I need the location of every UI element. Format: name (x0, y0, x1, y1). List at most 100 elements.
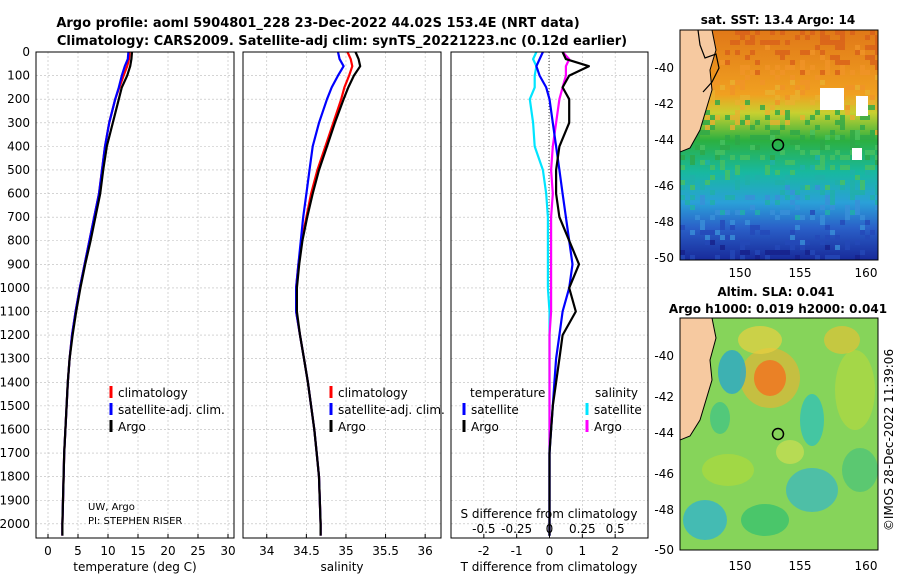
sst-pixel (740, 105, 745, 110)
sst-pixel (815, 110, 820, 115)
legend-sal-satellite-label: satellite (594, 403, 642, 417)
sst-pixel (800, 60, 805, 65)
difference-legend: temperature satellite Argo salinity sate… (462, 386, 642, 434)
sst-pixel (870, 55, 875, 60)
sst-pixel (690, 180, 695, 185)
sst-map-xticks: 150 155 160 (729, 266, 878, 280)
sst-ytick: -40 (654, 61, 674, 75)
sst-pixel (860, 125, 865, 130)
sst-pixel (790, 95, 795, 100)
depth-tick-label: 300 (7, 116, 30, 130)
depth-tick-label: 1700 (0, 446, 30, 460)
sst-pixel (730, 175, 735, 180)
sst-pixel (820, 160, 825, 165)
sst-pixel (755, 120, 760, 125)
sst-pixel (795, 35, 800, 40)
sst-pixel (855, 135, 860, 140)
sst-pixel (820, 220, 825, 225)
sst-pixel (680, 185, 685, 190)
sst-pixel (815, 165, 820, 170)
sst-pixel (790, 245, 795, 250)
sst-pixel (830, 55, 835, 60)
sst-pixel (875, 175, 878, 180)
sst-pixel (740, 155, 745, 160)
temperature-x-ticks: 0 5 10 15 20 25 30 (44, 534, 236, 558)
sst-pixel (865, 90, 870, 95)
sst-pixel (810, 50, 815, 55)
top-tick-label: 0.5 (606, 522, 625, 536)
depth-tick-label: 200 (7, 92, 30, 106)
sst-pixel (820, 35, 825, 40)
sst-pixel (680, 155, 685, 160)
sst-pixel (770, 120, 775, 125)
sst-pixel (760, 105, 765, 110)
x-tick-label: 20 (160, 544, 175, 558)
sst-pixel (755, 145, 760, 150)
sst-pixel (720, 175, 725, 180)
sst-pixel (875, 105, 878, 110)
sst-pixel (805, 85, 810, 90)
sst-pixel (770, 160, 775, 165)
sst-pixel (835, 60, 840, 65)
sst-pixel (860, 250, 865, 255)
sst-pixel (790, 235, 795, 240)
sst-pixel (755, 225, 760, 230)
difference-series (528, 51, 591, 536)
x-tick-label: 15 (130, 544, 145, 558)
sst-pixel (700, 150, 705, 155)
sst-pixel (745, 220, 750, 225)
sst-pixel (820, 155, 825, 160)
sst-pixel (860, 230, 865, 235)
sst-pixel (695, 145, 700, 150)
sst-pixel (795, 205, 800, 210)
sst-xtick: 160 (855, 266, 878, 280)
sst-pixel (720, 140, 725, 145)
sst-pixel (805, 120, 810, 125)
salinity-grid (243, 51, 441, 538)
sst-pixel (735, 170, 740, 175)
sst-pixel (780, 70, 785, 75)
legend-argo-label: Argo (118, 420, 146, 434)
depth-tick-label: 100 (7, 69, 30, 83)
sst-pixel (810, 250, 815, 255)
sst-pixel (870, 135, 875, 140)
sla-ytick: -50 (654, 543, 674, 557)
sst-pixel (745, 75, 750, 80)
depth-tick-label: 1300 (0, 352, 30, 366)
sst-pixel (840, 220, 845, 225)
sst-pixel (820, 145, 825, 150)
sst-pixel (855, 240, 860, 245)
sst-pixel (750, 145, 755, 150)
x-tick-label: 1 (579, 544, 587, 558)
temperature-series (61, 51, 134, 536)
sst-pixel (835, 55, 840, 60)
sst-pixel (680, 195, 685, 200)
sst-pixel (810, 100, 815, 105)
sst-pixel (850, 85, 855, 90)
sst-pixel (730, 225, 735, 230)
sla-map: Altim. SLA: 0.041 Argo h1000: 0.019 h200… (654, 285, 887, 573)
sst-pixel (825, 200, 830, 205)
sst-pixel (760, 135, 765, 140)
sst-pixel (740, 95, 745, 100)
sst-pixel (825, 255, 830, 260)
series-line-climatology (61, 51, 131, 536)
sst-pixel (745, 65, 750, 70)
sst-pixel (855, 205, 860, 210)
sla-xtick: 160 (855, 559, 878, 573)
sst-pixel (810, 215, 815, 220)
sst-pixel (780, 30, 785, 35)
sla-map-title1: Altim. SLA: 0.041 (717, 285, 834, 299)
x-tick-label: 35 (338, 544, 353, 558)
sst-ytick: -42 (654, 97, 674, 111)
sst-pixel (725, 195, 730, 200)
sst-pixel (785, 160, 790, 165)
sst-pixel (825, 235, 830, 240)
sst-pixel (740, 70, 745, 75)
legend-temperature-title: temperature (470, 386, 545, 400)
sst-pixel (840, 45, 845, 50)
sst-pixel (735, 50, 740, 55)
legend-argo-label: Argo (338, 420, 366, 434)
sst-pixel (705, 130, 710, 135)
sst-pixel (785, 240, 790, 245)
